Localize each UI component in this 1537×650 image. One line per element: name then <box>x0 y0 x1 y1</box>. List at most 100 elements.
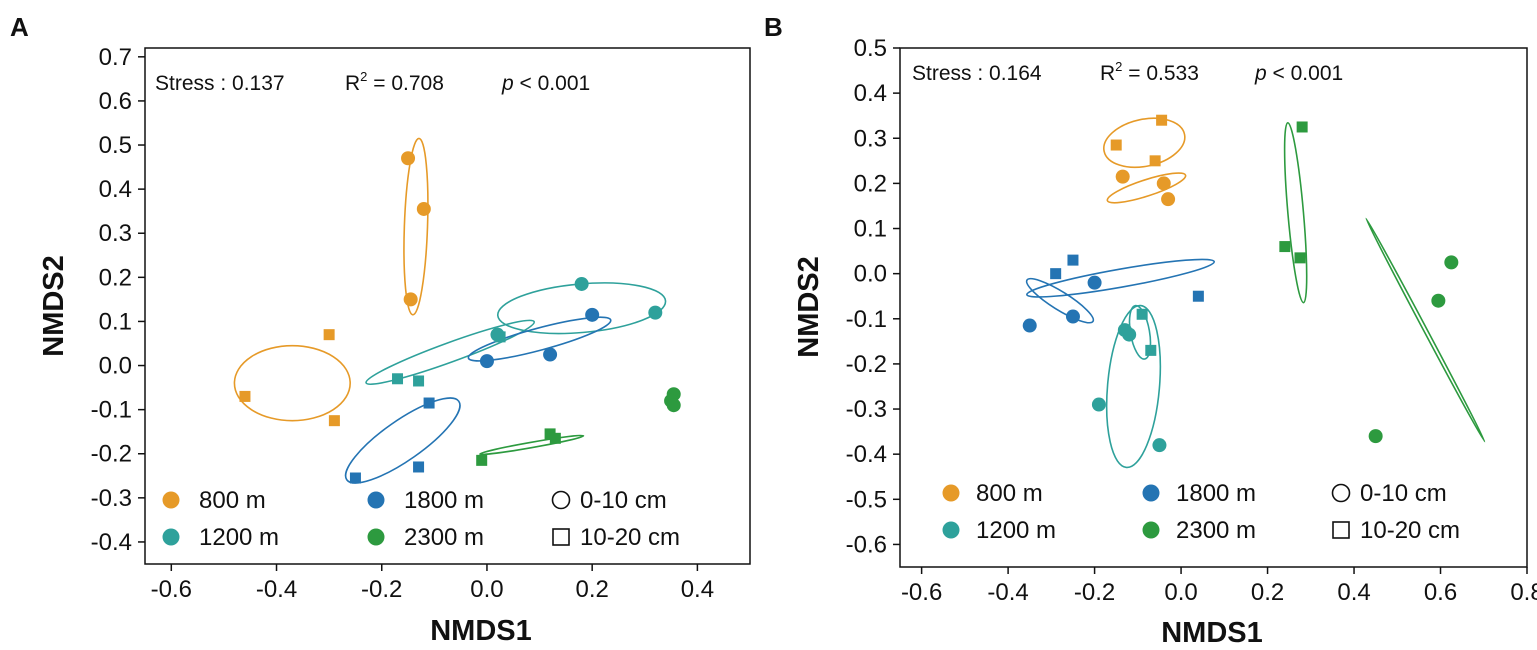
data-point-circle <box>648 305 663 320</box>
x-tick-label: 0.4 <box>1337 579 1370 606</box>
y-tick-label: 0.4 <box>99 176 132 203</box>
data-point-square <box>1149 155 1161 167</box>
data-point-circle <box>1431 293 1446 308</box>
legend-swatch <box>942 484 960 502</box>
confidence-ellipse <box>365 319 536 386</box>
data-point-circle <box>585 307 600 322</box>
x-tick-label: -0.4 <box>256 576 297 603</box>
legend-label: 2300 m <box>404 524 484 551</box>
x-tick-label: 0.8 <box>1510 579 1537 606</box>
y-tick-label: 0.1 <box>854 216 887 243</box>
x-tick-label: 0.0 <box>470 576 503 603</box>
x-tick-label: -0.4 <box>987 579 1028 606</box>
panel-b-legend: 800 m 1200 m 1800 m 2300 m 0-10 cm 10-20 cm <box>942 480 1460 544</box>
panel-b-points <box>1022 114 1459 453</box>
data-point-square <box>1067 254 1079 266</box>
y-tick-label: -0.4 <box>846 441 887 468</box>
confidence-ellipse <box>344 397 461 484</box>
legend-label: 1200 m <box>976 517 1056 544</box>
panel-a-ylabel: NMDS2 <box>38 255 70 357</box>
data-point-square <box>494 331 506 343</box>
legend-swatch <box>942 521 960 539</box>
legend-label: 1200 m <box>199 524 279 551</box>
panel-a-points <box>239 151 681 484</box>
data-point-square <box>328 415 340 427</box>
data-point-square <box>1156 114 1168 126</box>
confidence-ellipse <box>1106 172 1187 204</box>
panel-a-letter: A <box>10 12 29 42</box>
confidence-ellipse <box>1283 122 1308 304</box>
data-point-circle <box>1156 176 1171 191</box>
panel-b-ylabel: NMDS2 <box>793 256 825 358</box>
x-tick-label: 0.0 <box>1164 579 1197 606</box>
y-tick-label: -0.6 <box>846 531 887 558</box>
y-tick-label: 0.3 <box>854 125 887 152</box>
legend-label: 0-10 cm <box>1360 480 1447 507</box>
data-point-circle <box>1444 255 1459 270</box>
panel-a-legend: 800 m 1200 m 1800 m 2300 m 0-10 cm 10-20 cm <box>162 487 680 551</box>
data-point-circle <box>401 151 416 166</box>
panel-a-ticks: -0.6 -0.4 -0.2 0.0 0.2 0.4 0.7 0.6 0.5 0.4 0.3 0.2 0… <box>91 44 714 603</box>
legend-swatch <box>1142 484 1160 502</box>
legend-label: 10-20 cm <box>580 524 680 551</box>
data-point-circle <box>403 292 418 307</box>
y-tick-label: 0.6 <box>99 88 132 115</box>
panel-a-r2-prefix: R <box>345 72 360 95</box>
panel-b-r2-value: = 0.533 <box>1122 62 1198 85</box>
y-tick-label: 0.1 <box>99 308 132 335</box>
data-point-square <box>239 390 251 402</box>
panel-a-r2-label: R2 = 0.708 <box>345 69 444 95</box>
panel-b-r2-prefix: R <box>1100 62 1115 85</box>
x-tick-label: -0.6 <box>901 579 942 606</box>
panel-a-pvalue: p < 0.001 <box>501 72 590 95</box>
y-tick-label: 0.7 <box>99 44 132 71</box>
confidence-ellipse <box>1365 217 1486 443</box>
y-tick-label: 0.5 <box>854 35 887 62</box>
y-tick-label: -0.5 <box>846 486 887 513</box>
confidence-ellipse <box>1103 117 1186 169</box>
legend-swatch <box>1142 521 1160 539</box>
panel-b-p-symbol: p <box>1254 62 1267 85</box>
x-tick-label: 0.2 <box>1251 579 1284 606</box>
legend-label: 2300 m <box>1176 517 1256 544</box>
y-tick-label: -0.3 <box>91 485 132 512</box>
panel-a-plot-frame <box>144 47 751 565</box>
data-point-circle <box>1022 318 1037 333</box>
panel-a-ellipses <box>233 137 667 484</box>
panel-a-r2-value: = 0.708 <box>367 72 443 95</box>
data-point-square <box>1136 308 1148 320</box>
data-point-circle <box>1368 429 1383 444</box>
panel-b-xlabel: NMDS1 <box>1161 617 1263 649</box>
y-tick-label: -0.2 <box>846 351 887 378</box>
legend-label: 800 m <box>976 480 1043 507</box>
x-tick-label: 0.4 <box>681 576 714 603</box>
legend-label: 0-10 cm <box>580 487 667 514</box>
data-point-square <box>1145 344 1157 356</box>
data-point-circle <box>1152 438 1167 453</box>
confidence-ellipse <box>1105 304 1162 469</box>
data-point-square <box>1050 268 1062 280</box>
panel-a-p-value: < 0.001 <box>514 72 590 95</box>
legend-swatch <box>367 528 385 546</box>
panel-b: B -0.6 -0.4 -0.2 0.0 0.2 0.4 0.6 0.8 0.5 0.4 0.3 0.… <box>764 12 1537 649</box>
y-tick-label: 0.0 <box>854 261 887 288</box>
data-point-circle <box>479 354 494 369</box>
legend-label: 1800 m <box>404 487 484 514</box>
legend-circle-marker <box>1331 483 1351 503</box>
legend-label: 800 m <box>199 487 266 514</box>
data-point-square <box>476 454 488 466</box>
y-tick-label: -0.1 <box>846 306 887 333</box>
data-point-square <box>323 329 335 341</box>
panel-a: A -0.6 -0.4 -0.2 0.0 0.2 0.4 0.7 0.6 0.5 0.4 0.3 0.… <box>10 12 751 647</box>
legend-swatch <box>162 491 180 509</box>
legend-label: 10-20 cm <box>1360 517 1460 544</box>
y-tick-label: 0.0 <box>99 353 132 380</box>
legend-label: 1800 m <box>1176 480 1256 507</box>
panel-a-stress: Stress : 0.137 <box>155 72 285 95</box>
legend-square-marker <box>552 528 570 546</box>
panel-b-pvalue: p < 0.001 <box>1254 62 1343 85</box>
panel-b-plot-frame <box>899 47 1528 568</box>
confidence-ellipse <box>1025 277 1095 324</box>
confidence-ellipse <box>479 434 585 456</box>
